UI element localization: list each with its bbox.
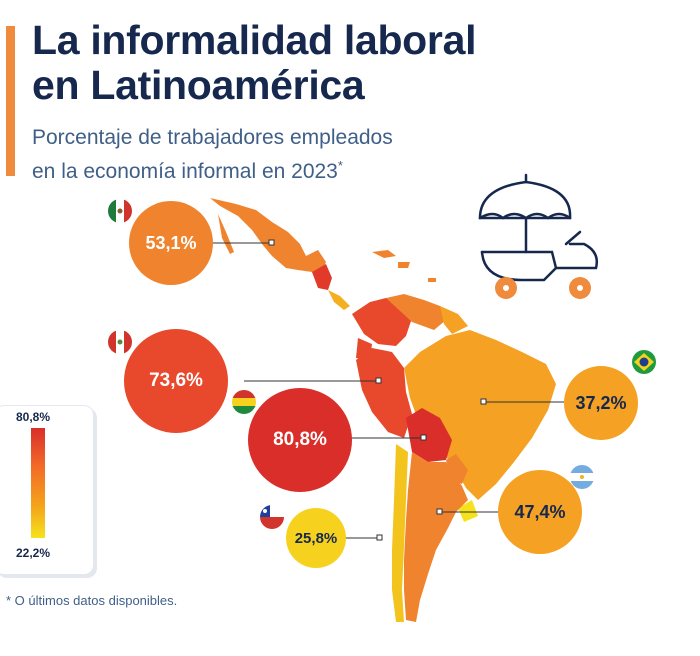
argentina-region (404, 452, 468, 622)
bubble-chile: 25,8% (286, 508, 346, 568)
footnote: * O últimos datos disponibles. (6, 593, 178, 608)
subtitle-line-2: en la economía informal en 2023 (32, 160, 338, 183)
legend-min-label: 22,2% (16, 546, 51, 560)
value-bolivia: 80,8% (273, 429, 327, 450)
colombia-region (352, 298, 412, 346)
legend-box (0, 405, 94, 575)
peru-region (356, 348, 412, 438)
brazil-region (404, 330, 556, 500)
accent-bar (6, 26, 15, 176)
uruguay-region (458, 500, 478, 522)
value-peru: 73,6% (149, 370, 203, 391)
mexico-region (210, 198, 326, 276)
bubble-argentina: 47,4% (498, 470, 582, 554)
bolivia-flag-icon (232, 390, 256, 414)
title-line-1: La informalidad laboral (32, 17, 477, 63)
bubble-bolivia: 80,8% (248, 388, 352, 492)
venezuela-region (386, 294, 446, 330)
legend-max-label: 80,8% (16, 410, 51, 424)
value-chile: 25,8% (294, 529, 338, 547)
caribbean-islands (372, 250, 436, 282)
bubble-mexico: 53,1% (129, 201, 213, 285)
bubble-peru: 73,6% (124, 329, 228, 433)
brazil-flag-icon (632, 350, 656, 374)
subtitle-line-1: Porcentaje de trabajadores empleados (32, 126, 393, 149)
subtitle: Porcentaje de trabajadores empleados en … (32, 124, 393, 186)
value-mexico: 53,1% (145, 232, 197, 253)
chile-flag-icon (260, 505, 284, 529)
peru-flag-icon (108, 330, 132, 354)
bubble-brazil: 37,2% (564, 366, 638, 440)
mexico-flag-icon (108, 199, 132, 223)
central-america-region (312, 264, 332, 290)
value-brazil: 37,2% (575, 392, 627, 413)
legend-gradient-bar (31, 428, 45, 538)
argentina-flag-icon (570, 465, 594, 489)
chile-region (392, 444, 408, 622)
title-line-2: en Latinoamérica (32, 62, 365, 108)
page-title: La informalidad laboral en Latinoamérica (32, 18, 476, 108)
subtitle-footnote-mark: * (337, 158, 343, 173)
guianas-region (440, 306, 468, 334)
value-argentina: 47,4% (514, 501, 566, 522)
central-america-south-region (328, 290, 350, 310)
bolivia-region (406, 408, 452, 462)
vendor-cart-icon (478, 173, 598, 282)
